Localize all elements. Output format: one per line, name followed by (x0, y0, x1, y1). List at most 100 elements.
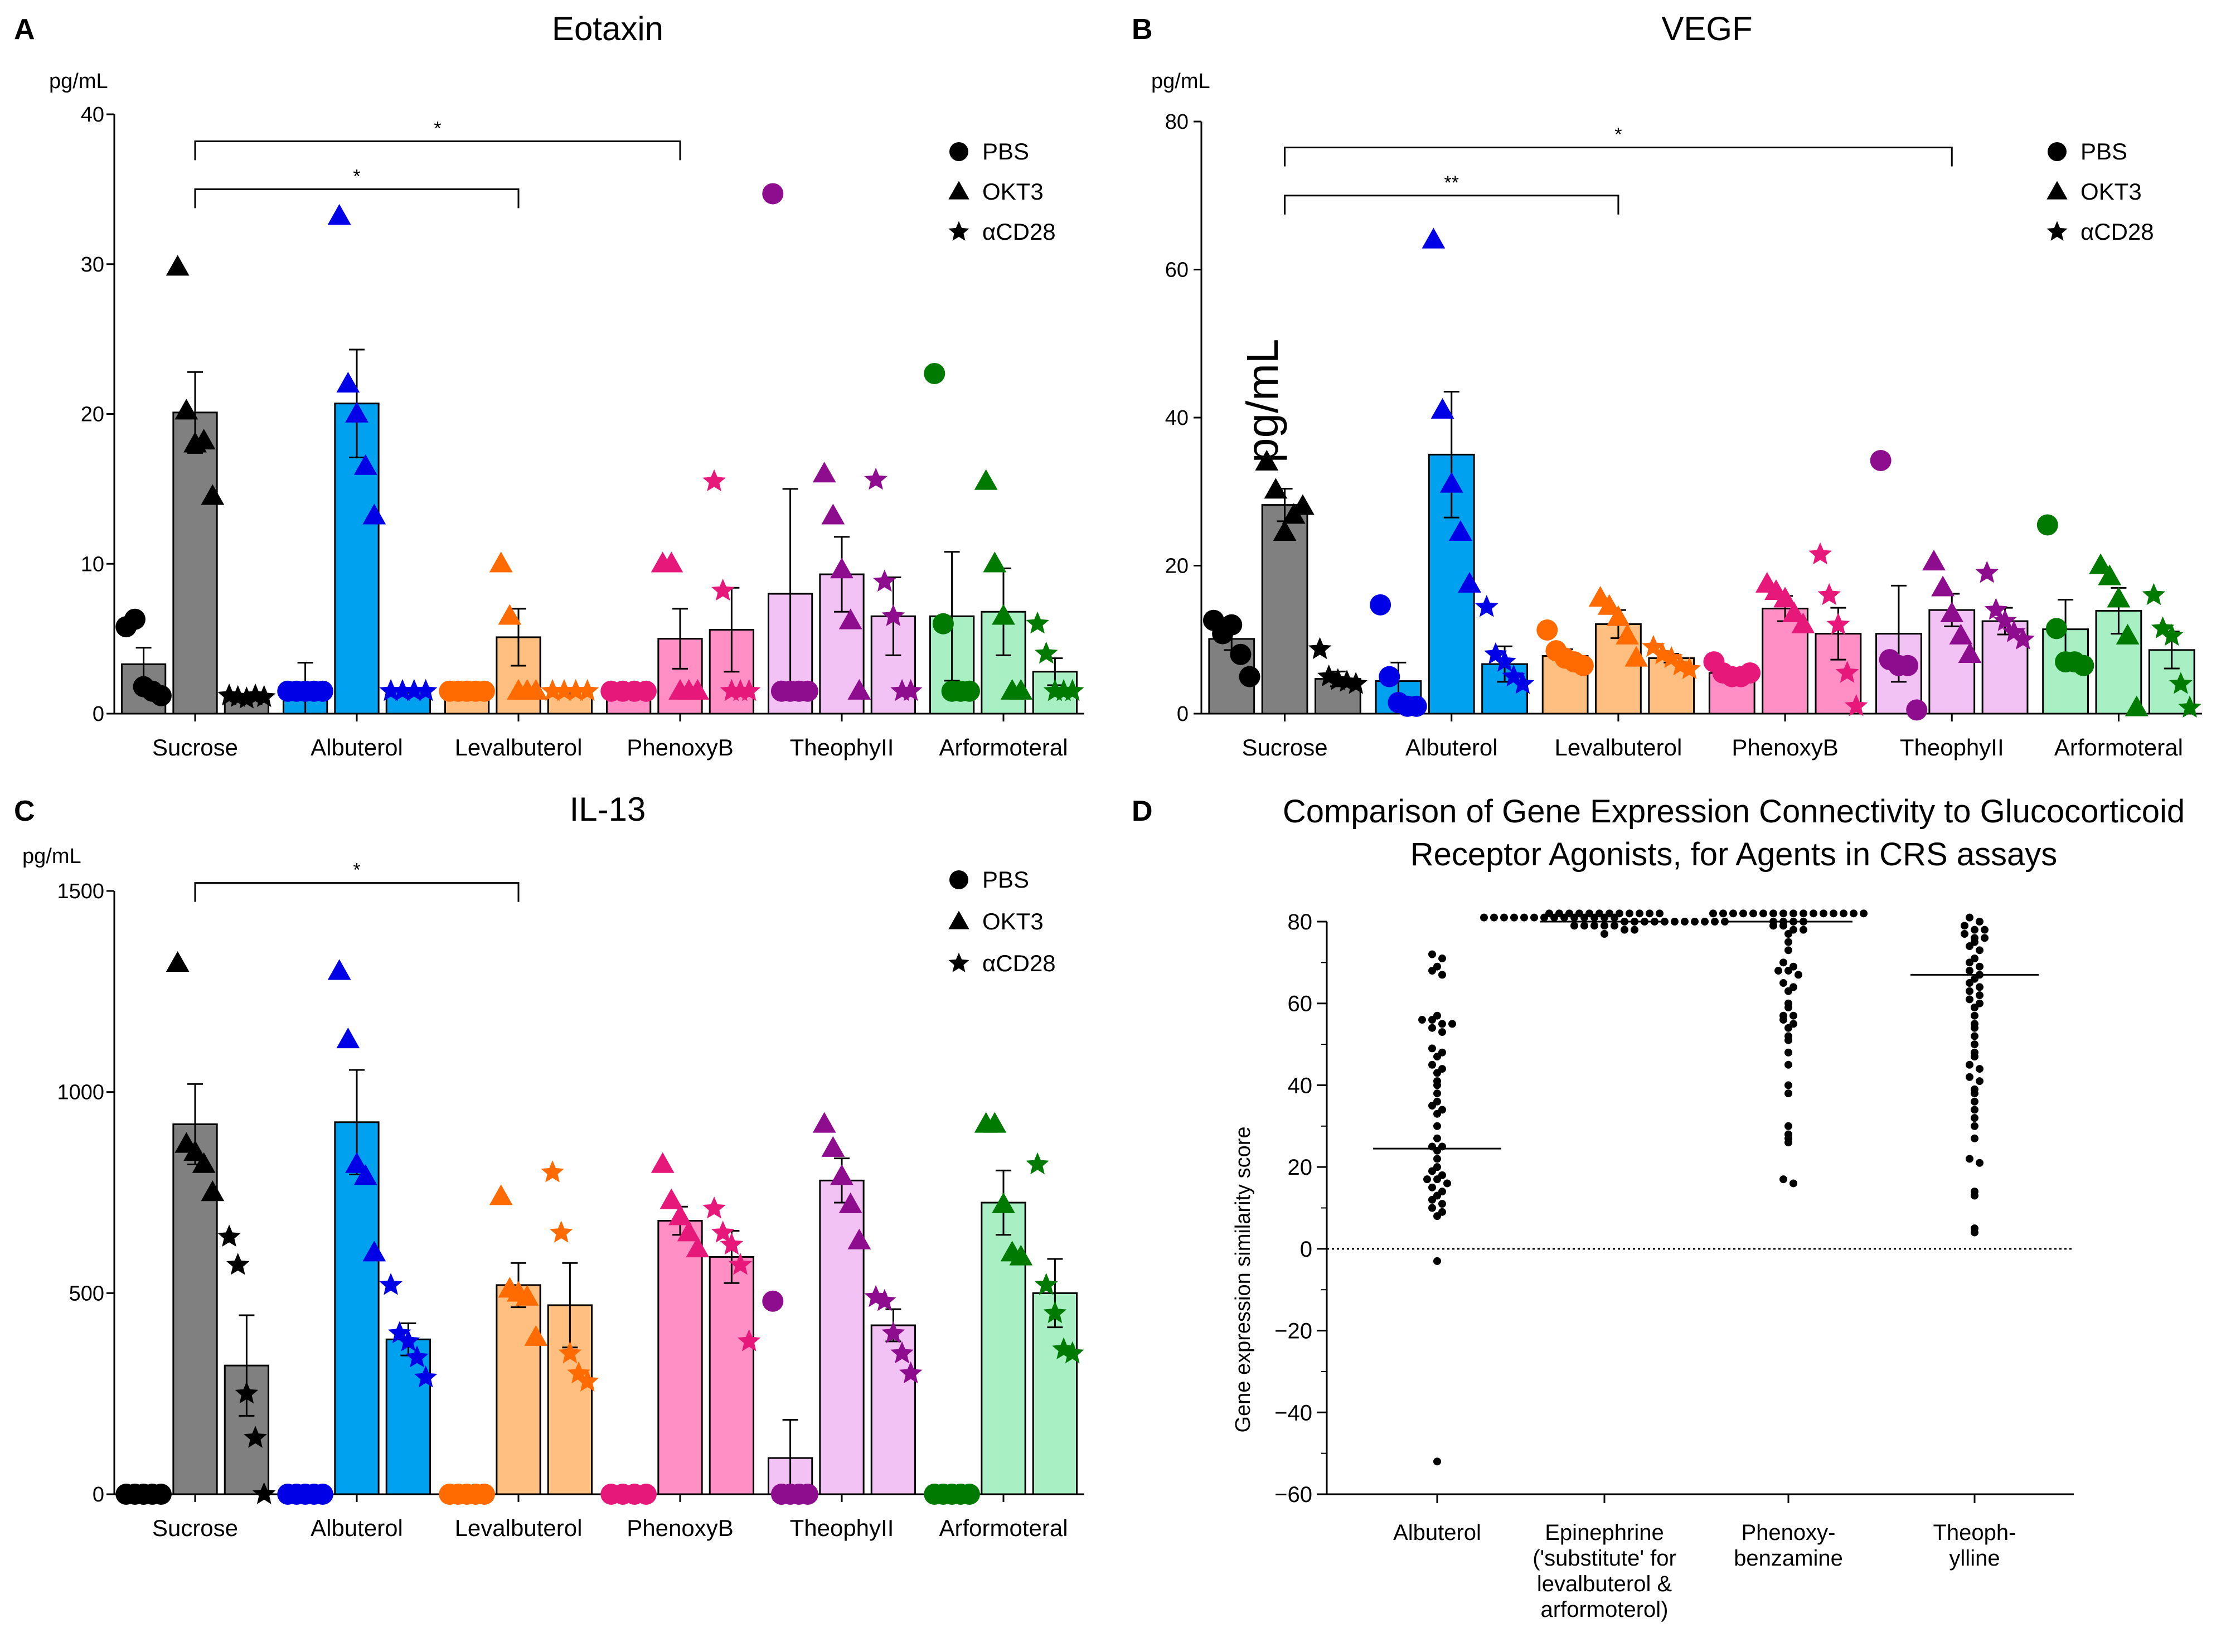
panel-b-plot: 0 20 40 60 80 Sucrose Albuterol Levalbuterol Phe… (1165, 110, 2202, 760)
panel-b-legend-label: PBS (2080, 138, 2127, 164)
panel-d-data-point (1966, 987, 1973, 995)
panel-c-data-point (575, 1369, 599, 1392)
panel-d-data-point (1976, 991, 1983, 1000)
panel-b-data-point (1922, 550, 1946, 571)
panel-d-category-label: ylline (1949, 1546, 2000, 1571)
panel-d-data-point (1850, 909, 1858, 918)
panel-d-data-point (1784, 1048, 1792, 1057)
panel-d-data-point (1966, 1073, 1973, 1081)
panel-d-data-point (1784, 967, 1792, 975)
panel-a-data-point (864, 467, 888, 490)
panel-d-data-point (1428, 1024, 1436, 1032)
panel-d-data-point (1500, 913, 1508, 922)
panel-c-data-point (762, 1290, 784, 1312)
panel-c-data-point (489, 1184, 513, 1205)
panel-d-data-point (1448, 1020, 1456, 1028)
panel-d-data-point (1621, 926, 1628, 934)
panel-b-data-point (2045, 618, 2067, 640)
panel-a-y-tick-label: 0 (93, 703, 104, 726)
panel-c-data-point (336, 1028, 360, 1049)
panel-a-title: Eotaxin (552, 10, 663, 47)
panel-d-connectivity: D Comparison of Gene Expression Connecti… (1132, 793, 2185, 1622)
panel-a-data-point (924, 362, 945, 384)
panel-d-data-point (1428, 1195, 1436, 1204)
panel-d-data-point (1480, 913, 1488, 922)
panel-a-data-point (659, 551, 683, 573)
panel-c-category-label: Albuterol (311, 1515, 403, 1541)
panel-d-data-point (1860, 909, 1868, 918)
panel-d-data-point (1820, 909, 1827, 918)
panel-d-data-point (1580, 913, 1588, 922)
panel-d-category-label: Phenoxy- (1742, 1520, 1836, 1545)
panel-c-bar (819, 1179, 865, 1495)
panel-c-data-point (737, 1329, 761, 1351)
panel-b-data-point (1308, 637, 1332, 660)
panel-d-data-point (1971, 1004, 1978, 1012)
panel-a-data-point (498, 604, 522, 625)
panel-d-data-point (1530, 913, 1538, 922)
panel-b-significance-bracket (1284, 195, 1619, 215)
panel-d-y-tick-label: −20 (1274, 1319, 1312, 1344)
panel-b-data-point (2107, 587, 2131, 608)
panel-b-category-label: PhenoxyB (1732, 734, 1838, 760)
panel-b-significance-label: ** (1444, 172, 1459, 193)
panel-c-significance-bracket (194, 882, 520, 902)
panel-d-data-point (1428, 1204, 1436, 1212)
panel-d-data-point (1671, 918, 1679, 926)
panel-b-data-point (1430, 398, 1454, 419)
panel-c-data-point (201, 1180, 225, 1202)
panel-d-data-point (1428, 1167, 1436, 1175)
panel-b-data-point (1791, 612, 1815, 633)
panel-a-significance-bracket (194, 140, 681, 161)
panel-c-data-point (838, 1192, 862, 1213)
panel-a-data-point (166, 255, 190, 276)
panel-c-data-point (150, 1484, 172, 1505)
panel-a-data-point (1009, 679, 1033, 700)
panel-d-category-label: Albuterol (1393, 1520, 1481, 1545)
panel-a-data-point (353, 454, 377, 475)
panel-a-category-label: Levalbuterol (455, 734, 583, 760)
panel-b-data-point (1897, 655, 1919, 676)
panel-c-data-point (677, 1220, 701, 1242)
panel-c-data-point (635, 1484, 657, 1505)
panel-a-data-point (575, 679, 599, 701)
panel-d-data-point (1784, 1139, 1792, 1147)
panel-d-data-point (1784, 987, 1792, 995)
panel-a-data-point (847, 679, 871, 700)
panel-a-y-tick-label: 20 (81, 403, 104, 427)
panel-a-y-tick-label: 40 (81, 103, 104, 127)
panel-d-data-point (1784, 1081, 1792, 1089)
panel-a-legend-marker (948, 221, 969, 241)
panel-b-legend-marker (2046, 221, 2068, 241)
panel-d-data-point (1966, 967, 1973, 975)
panel-d-data-point (1631, 926, 1638, 934)
panel-c-data-point (797, 1484, 818, 1505)
panel-c-data-point (720, 1232, 744, 1255)
panel-c-category-label: Arformoteral (939, 1515, 1068, 1541)
panel-a-data-point (524, 679, 548, 700)
panel-a-data-point (473, 680, 495, 702)
panel-d-data-point (1971, 1122, 1978, 1130)
panel-d-data-point (1779, 979, 1787, 987)
panel-d-data-point (1971, 1228, 1978, 1237)
panel-b-data-point (1773, 587, 1797, 608)
panel-c-data-point (252, 1482, 276, 1504)
panel-d-data-point (1971, 1097, 1978, 1106)
panel-d-data-point (1784, 1122, 1792, 1130)
panel-b-category-label: Albuterol (1405, 734, 1498, 760)
panel-b-data-point (1422, 227, 1446, 249)
panel-d-data-point (1981, 926, 1989, 934)
panel-d-data-point (1601, 913, 1608, 922)
panel-d-data-point (1433, 1457, 1441, 1466)
panel-c-y-tick-label: 500 (69, 1282, 104, 1305)
panel-d-data-point (1423, 1175, 1431, 1184)
panel-d-data-point (1711, 918, 1719, 926)
panel-c-unit: pg/mL (22, 845, 81, 868)
panel-b-data-point (2169, 672, 2193, 694)
panel-d-data-point (1971, 1011, 1978, 1020)
panel-d-data-point (1719, 909, 1727, 918)
panel-d-data-point (1656, 909, 1664, 918)
panel-a-legend-label: αCD28 (982, 219, 1056, 245)
panel-a-data-point (992, 604, 1015, 625)
